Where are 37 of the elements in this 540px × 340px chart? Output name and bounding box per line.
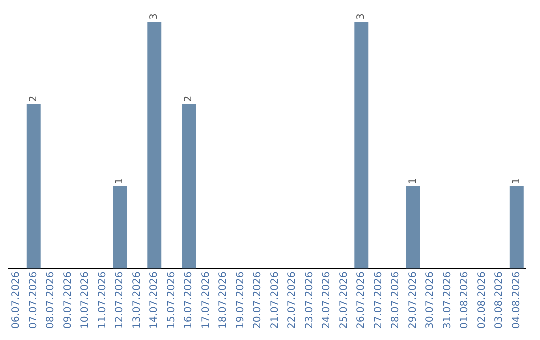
x-tick-label: 22.07.2026 [287,272,298,330]
x-tick-label: 28.07.2026 [390,272,402,330]
x-tick-label: 07.07.2026 [28,272,40,330]
data-label: 1 [114,178,126,184]
x-tick-label: 30.07.2026 [425,272,436,330]
x-tick-label: 31.07.2026 [442,272,454,330]
x-tick-label: 29.07.2026 [408,272,419,330]
x-tick-label: 01.08.2026 [460,272,471,330]
x-tick-label: 08.07.2026 [46,272,57,330]
x-tick-label: 10.07.2026 [80,272,92,330]
x-tick-label: 15.07.2026 [166,272,178,330]
x-tick-label: 27.07.2026 [373,272,384,330]
x-tick-label: 23.07.2026 [304,272,316,330]
x-tick-label: 06.07.2026 [11,272,22,330]
x-tick-label: 17.07.2026 [200,272,212,330]
x-tick-label: 19.07.2026 [235,272,246,330]
x-tick-label: 03.08.2026 [494,272,506,330]
data-label: 3 [149,14,160,20]
data-label: 3 [356,14,368,20]
x-tick-label: 25.07.2026 [338,272,350,330]
x-tick-label: 18.07.2026 [218,272,230,330]
data-label: 2 [184,96,195,102]
x-tick-label: 02.08.2026 [476,272,488,330]
x-tick-label: 11.07.2026 [97,272,108,330]
x-tick-label: 16.07.2026 [184,272,195,330]
data-label: 2 [28,96,40,102]
x-tick-label: 12.07.2026 [114,272,126,330]
x-tick-label: 13.07.2026 [132,272,143,330]
x-tick-label: 26.07.2026 [356,272,368,330]
x-tick-label: 21.07.2026 [270,272,281,330]
x-tick-label: 04.08.2026 [511,272,522,330]
data-label: 1 [511,178,522,184]
x-tick-label: 09.07.2026 [62,272,74,330]
x-tick-label: 24.07.2026 [322,272,333,330]
x-tick-label: 14.07.2026 [149,272,160,330]
data-label: 1 [408,178,419,184]
x-tick-label: 20.07.2026 [252,272,264,330]
